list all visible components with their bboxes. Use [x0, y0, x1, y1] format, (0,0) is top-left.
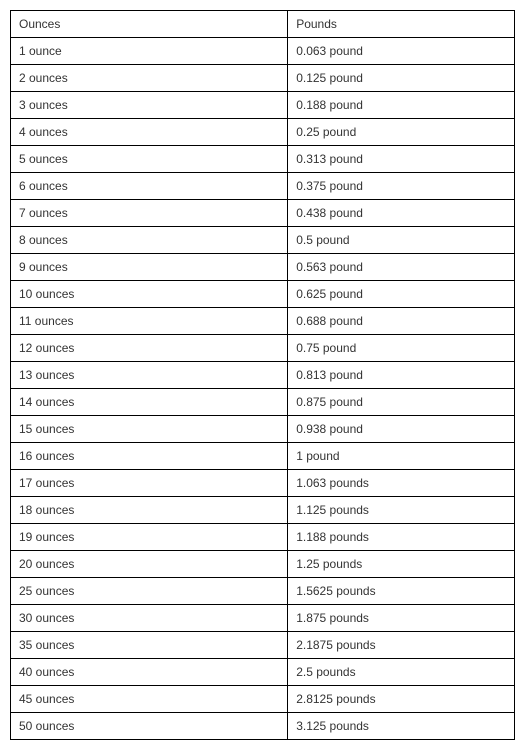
ounces-cell: 17 ounces: [11, 470, 288, 497]
ounces-cell: 11 ounces: [11, 308, 288, 335]
ounces-cell: 7 ounces: [11, 200, 288, 227]
conversion-table: Ounces Pounds 1 ounce0.063 pound 2 ounce…: [10, 10, 515, 740]
pounds-cell: 0.688 pound: [288, 308, 515, 335]
pounds-cell: 0.5 pound: [288, 227, 515, 254]
pounds-cell: 0.313 pound: [288, 146, 515, 173]
table-row: 1 ounce0.063 pound: [11, 38, 515, 65]
table-row: 17 ounces1.063 pounds: [11, 470, 515, 497]
pounds-cell: 0.938 pound: [288, 416, 515, 443]
ounces-cell: 15 ounces: [11, 416, 288, 443]
pounds-cell: 2.8125 pounds: [288, 686, 515, 713]
table-row: 11 ounces0.688 pound: [11, 308, 515, 335]
table-row: 6 ounces0.375 pound: [11, 173, 515, 200]
table-row: 13 ounces0.813 pound: [11, 362, 515, 389]
ounces-cell: 19 ounces: [11, 524, 288, 551]
ounces-cell: 8 ounces: [11, 227, 288, 254]
table-row: 30 ounces1.875 pounds: [11, 605, 515, 632]
table-row: 8 ounces0.5 pound: [11, 227, 515, 254]
table-row: 15 ounces0.938 pound: [11, 416, 515, 443]
ounces-cell: 16 ounces: [11, 443, 288, 470]
pounds-cell: 1.063 pounds: [288, 470, 515, 497]
table-row: 16 ounces1 pound: [11, 443, 515, 470]
ounces-cell: 30 ounces: [11, 605, 288, 632]
ounces-cell: 18 ounces: [11, 497, 288, 524]
table-row: 20 ounces1.25 pounds: [11, 551, 515, 578]
column-header-ounces: Ounces: [11, 11, 288, 38]
ounces-cell: 1 ounce: [11, 38, 288, 65]
pounds-cell: 0.875 pound: [288, 389, 515, 416]
table-row: 12 ounces0.75 pound: [11, 335, 515, 362]
table-row: 18 ounces1.125 pounds: [11, 497, 515, 524]
ounces-cell: 25 ounces: [11, 578, 288, 605]
table-row: 2 ounces0.125 pound: [11, 65, 515, 92]
column-header-pounds: Pounds: [288, 11, 515, 38]
table-row: 3 ounces0.188 pound: [11, 92, 515, 119]
pounds-cell: 0.063 pound: [288, 38, 515, 65]
pounds-cell: 2.5 pounds: [288, 659, 515, 686]
ounces-cell: 20 ounces: [11, 551, 288, 578]
table-row: 14 ounces0.875 pound: [11, 389, 515, 416]
table-row: 35 ounces2.1875 pounds: [11, 632, 515, 659]
pounds-cell: 1 pound: [288, 443, 515, 470]
table-header-row: Ounces Pounds: [11, 11, 515, 38]
pounds-cell: 1.5625 pounds: [288, 578, 515, 605]
ounces-cell: 4 ounces: [11, 119, 288, 146]
ounces-cell: 50 ounces: [11, 713, 288, 740]
pounds-cell: 1.125 pounds: [288, 497, 515, 524]
pounds-cell: 0.125 pound: [288, 65, 515, 92]
pounds-cell: 0.375 pound: [288, 173, 515, 200]
ounces-cell: 10 ounces: [11, 281, 288, 308]
ounces-cell: 12 ounces: [11, 335, 288, 362]
pounds-cell: 0.25 pound: [288, 119, 515, 146]
pounds-cell: 0.563 pound: [288, 254, 515, 281]
pounds-cell: 0.813 pound: [288, 362, 515, 389]
table-row: 7 ounces0.438 pound: [11, 200, 515, 227]
pounds-cell: 1.188 pounds: [288, 524, 515, 551]
pounds-cell: 0.188 pound: [288, 92, 515, 119]
table-row: 40 ounces2.5 pounds: [11, 659, 515, 686]
table-row: 10 ounces0.625 pound: [11, 281, 515, 308]
ounces-cell: 40 ounces: [11, 659, 288, 686]
ounces-cell: 6 ounces: [11, 173, 288, 200]
table-body: 1 ounce0.063 pound 2 ounces0.125 pound 3…: [11, 38, 515, 740]
pounds-cell: 1.875 pounds: [288, 605, 515, 632]
table-row: 19 ounces1.188 pounds: [11, 524, 515, 551]
pounds-cell: 0.438 pound: [288, 200, 515, 227]
table-row: 50 ounces3.125 pounds: [11, 713, 515, 740]
ounces-cell: 13 ounces: [11, 362, 288, 389]
table-row: 9 ounces0.563 pound: [11, 254, 515, 281]
pounds-cell: 2.1875 pounds: [288, 632, 515, 659]
ounces-cell: 14 ounces: [11, 389, 288, 416]
table-row: 5 ounces0.313 pound: [11, 146, 515, 173]
ounces-cell: 9 ounces: [11, 254, 288, 281]
pounds-cell: 3.125 pounds: [288, 713, 515, 740]
ounces-cell: 35 ounces: [11, 632, 288, 659]
pounds-cell: 0.75 pound: [288, 335, 515, 362]
pounds-cell: 1.25 pounds: [288, 551, 515, 578]
table-row: 4 ounces0.25 pound: [11, 119, 515, 146]
ounces-cell: 5 ounces: [11, 146, 288, 173]
table-row: 45 ounces2.8125 pounds: [11, 686, 515, 713]
ounces-cell: 3 ounces: [11, 92, 288, 119]
ounces-cell: 2 ounces: [11, 65, 288, 92]
pounds-cell: 0.625 pound: [288, 281, 515, 308]
ounces-cell: 45 ounces: [11, 686, 288, 713]
table-row: 25 ounces1.5625 pounds: [11, 578, 515, 605]
